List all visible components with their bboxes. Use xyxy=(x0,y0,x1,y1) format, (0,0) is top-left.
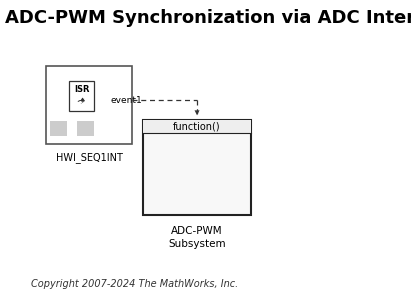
Text: ADC-PWM
Subsystem: ADC-PWM Subsystem xyxy=(168,226,226,249)
Text: HWI_SEQ1INT: HWI_SEQ1INT xyxy=(55,152,122,163)
Bar xyxy=(69,81,95,111)
Bar xyxy=(143,120,251,133)
Bar xyxy=(77,121,95,136)
Bar xyxy=(143,120,251,215)
Text: ISR: ISR xyxy=(74,85,90,94)
Text: event1: event1 xyxy=(111,96,142,105)
Text: ADC-PWM Synchronization via ADC Interrupt: ADC-PWM Synchronization via ADC Interrup… xyxy=(5,9,411,27)
Text: function(): function() xyxy=(173,121,221,131)
Bar xyxy=(46,66,132,144)
Text: Copyright 2007-2024 The MathWorks, Inc.: Copyright 2007-2024 The MathWorks, Inc. xyxy=(31,279,238,289)
Bar xyxy=(50,121,67,136)
Text: ⚡: ⚡ xyxy=(79,99,84,105)
